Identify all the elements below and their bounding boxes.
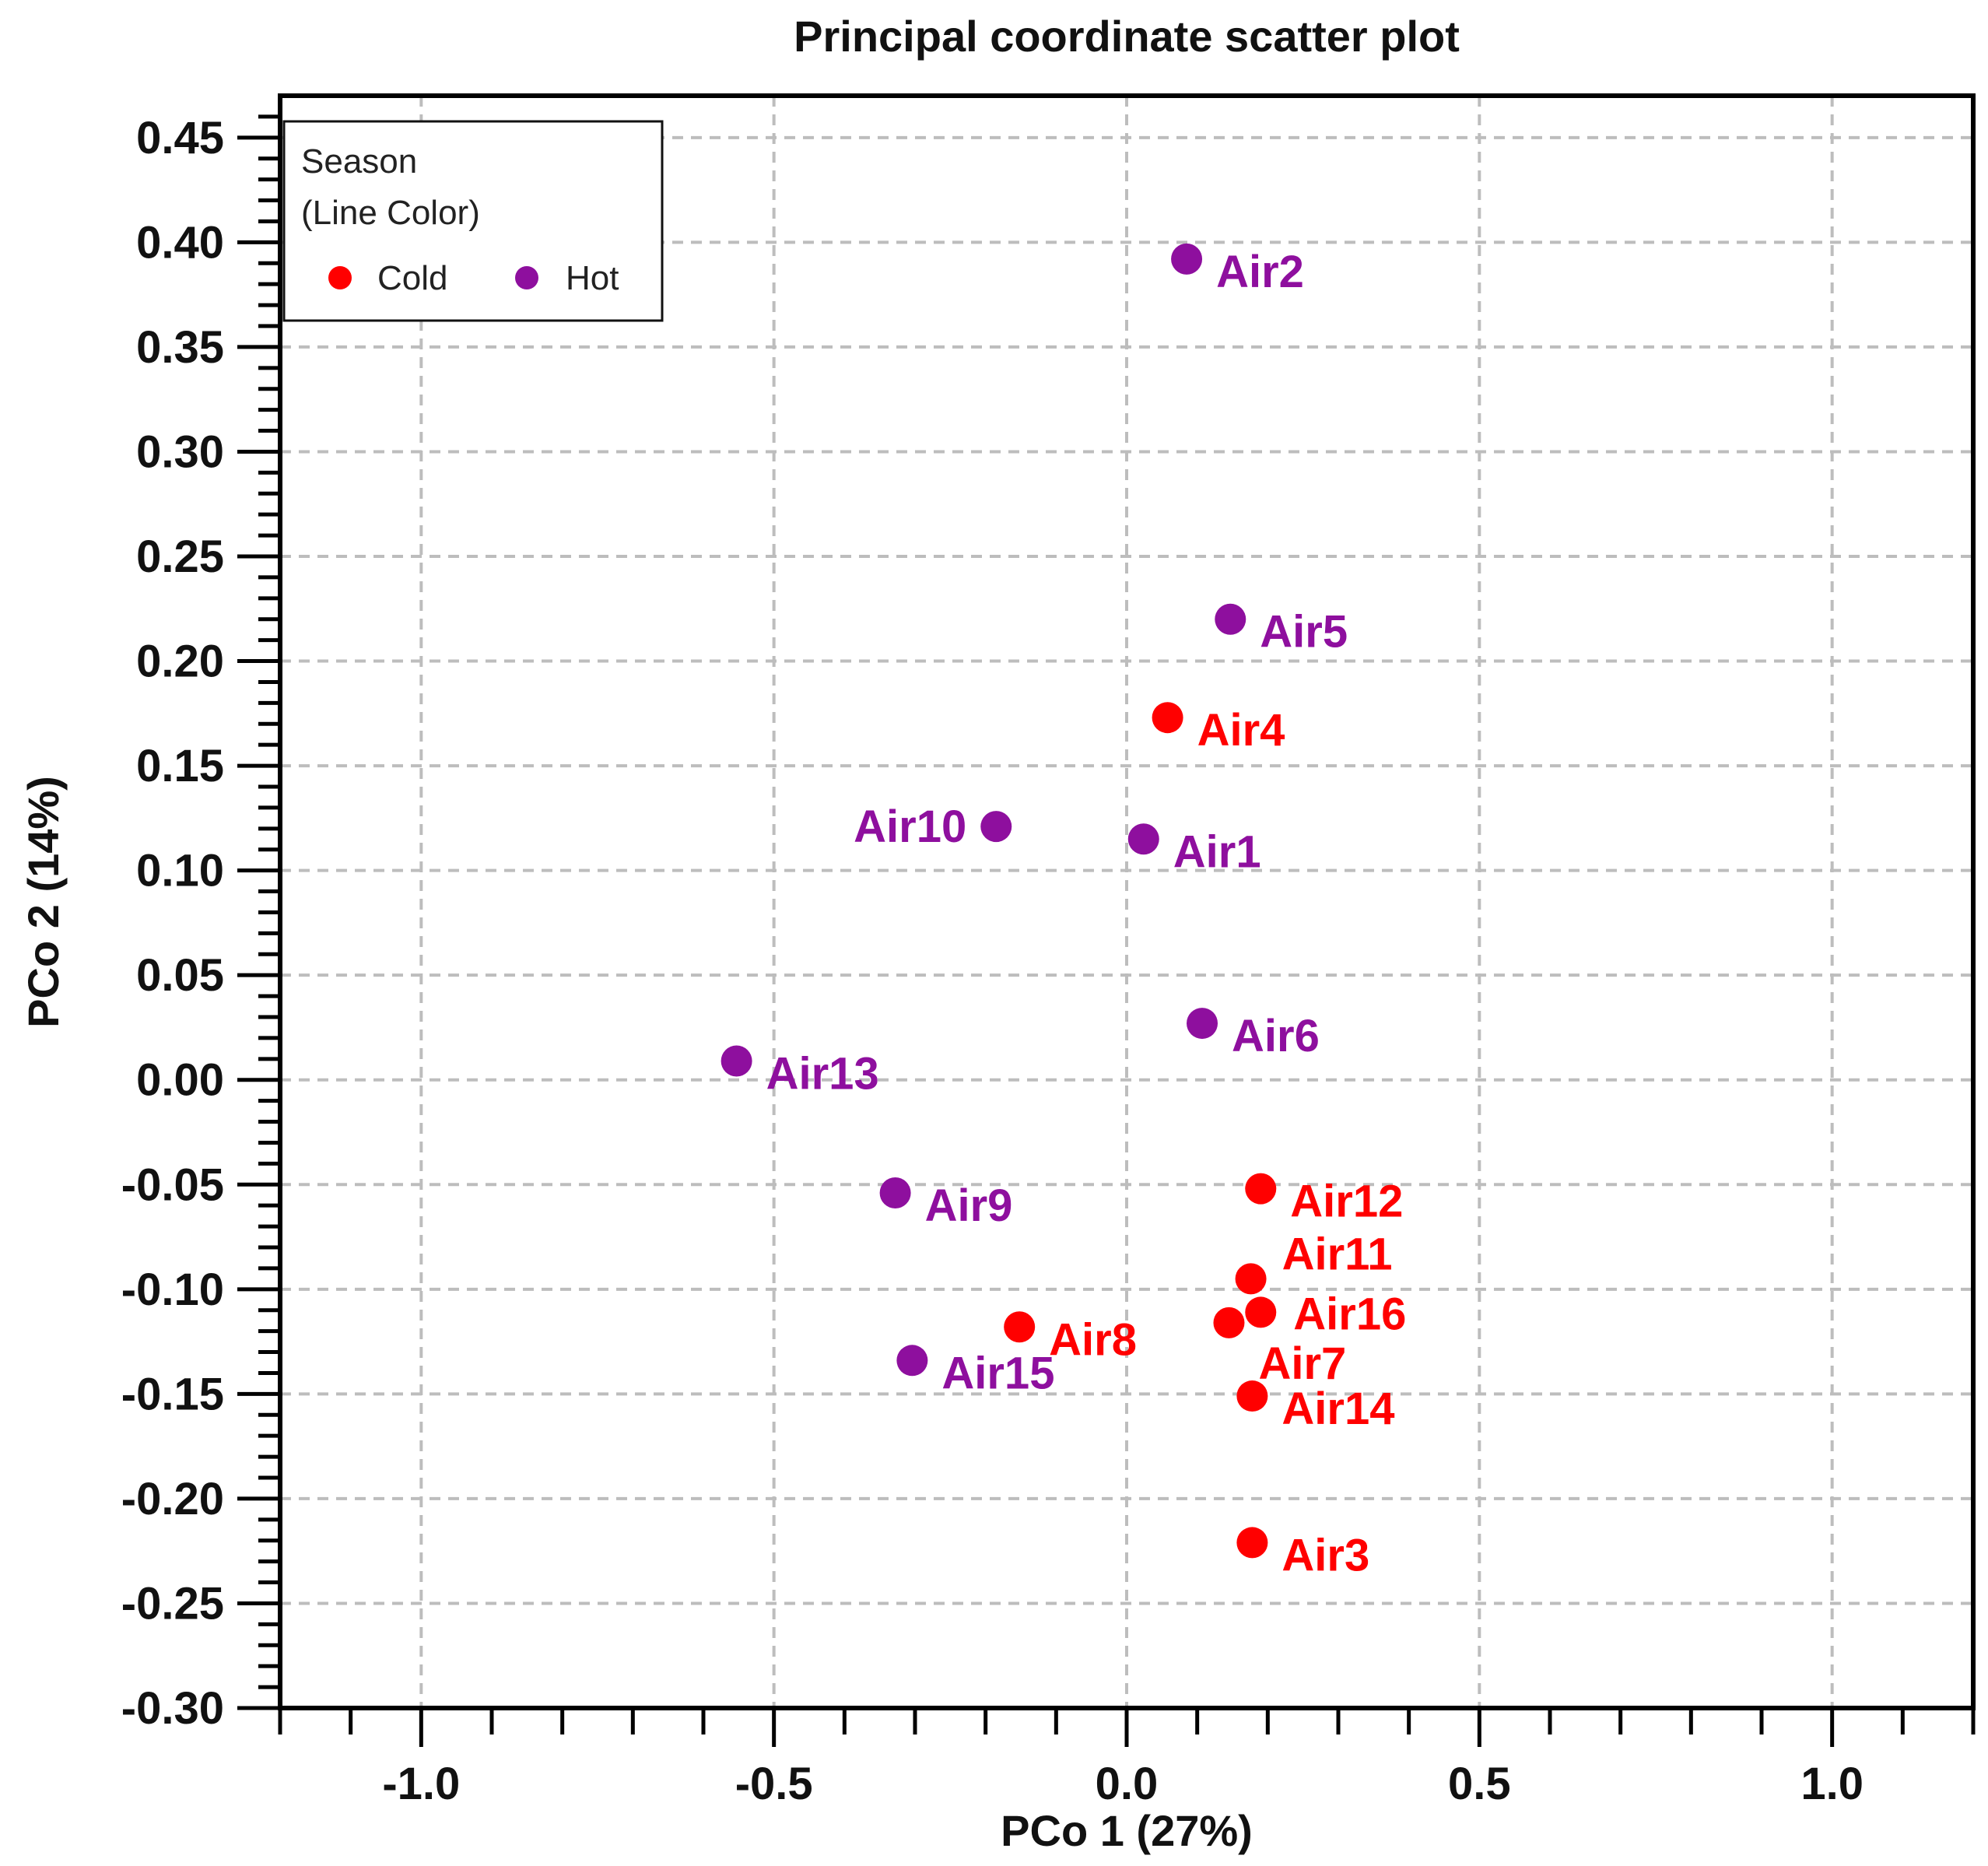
data-point-air3 — [1236, 1527, 1268, 1559]
data-point-air11 — [1235, 1263, 1267, 1295]
y-tick-label: 0.15 — [136, 741, 224, 791]
chart-title: Principal coordinate scatter plot — [794, 12, 1460, 61]
x-tick-label: 1.0 — [1800, 1759, 1864, 1809]
legend-title: Season — [301, 142, 417, 181]
point-label-air11: Air11 — [1282, 1229, 1393, 1279]
data-point-air13 — [721, 1045, 752, 1077]
x-tick-label: -1.0 — [382, 1759, 460, 1809]
point-label-air1: Air1 — [1173, 826, 1261, 877]
y-tick-label: -0.10 — [121, 1264, 224, 1315]
legend-label-cold: Cold — [377, 259, 448, 297]
point-label-air2: Air2 — [1216, 247, 1304, 297]
y-tick-label: 0.35 — [136, 322, 224, 373]
data-point-air12 — [1245, 1173, 1277, 1205]
axis-ticks: -1.0 -0.5 0.0 0.5 1.0 0.45 0.40 0.35 0.30 0.25 0.2… — [121, 113, 1976, 1809]
legend-box — [282, 120, 664, 322]
data-point-air6 — [1187, 1008, 1218, 1040]
x-tick-label: -0.5 — [735, 1759, 813, 1809]
plot-frame — [278, 93, 1976, 1710]
data-point-air1 — [1127, 823, 1159, 855]
y-tick-label: -0.25 — [121, 1578, 224, 1629]
point-label-air3: Air3 — [1282, 1530, 1369, 1580]
data-point-air8 — [1004, 1311, 1036, 1343]
legend-label-hot: Hot — [566, 259, 619, 297]
y-tick-label: 0.05 — [136, 950, 224, 1001]
y-tick-label: -0.15 — [121, 1369, 224, 1419]
point-label-air6: Air6 — [1232, 1011, 1320, 1061]
y-tick-label: 0.10 — [136, 846, 224, 896]
legend-subtitle: (Line Color) — [301, 194, 480, 232]
data-point-air5 — [1215, 603, 1246, 635]
y-tick-label: -0.05 — [121, 1159, 224, 1210]
point-label-air16: Air16 — [1293, 1289, 1406, 1339]
point-label-air8: Air8 — [1049, 1314, 1137, 1365]
y-tick-label: -0.20 — [121, 1474, 224, 1524]
point-label-air9: Air9 — [925, 1180, 1013, 1231]
legend-marker-cold — [328, 266, 352, 289]
y-tick-label: 0.40 — [136, 217, 224, 268]
data-point-air16 — [1245, 1296, 1277, 1328]
data-point-air2 — [1171, 243, 1203, 275]
data-point-air7 — [1213, 1307, 1245, 1338]
point-label-air10: Air10 — [854, 801, 966, 852]
x-tick-label: 0.5 — [1448, 1759, 1511, 1809]
y-tick-label: 0.00 — [136, 1055, 224, 1106]
legend: Season (Line Color) Cold Hot — [282, 120, 664, 322]
point-label-air7: Air7 — [1258, 1338, 1346, 1389]
point-label-air12: Air12 — [1290, 1177, 1403, 1227]
y-tick-label: 0.25 — [136, 531, 224, 582]
data-point-air15 — [896, 1345, 928, 1377]
point-label-air14: Air14 — [1282, 1384, 1394, 1434]
x-tick-label: 0.0 — [1096, 1759, 1159, 1809]
data-point-air10 — [980, 811, 1012, 843]
y-tick-label: -0.30 — [121, 1683, 224, 1734]
y-tick-label: 0.20 — [136, 637, 224, 687]
point-label-air15: Air15 — [941, 1348, 1054, 1398]
data-point-air14 — [1236, 1380, 1268, 1412]
legend-marker-hot — [515, 266, 538, 289]
point-label-air13: Air13 — [766, 1049, 879, 1100]
x-axis-label: PCo 1 (27%) — [1001, 1806, 1253, 1855]
grid — [280, 96, 1973, 1708]
data-point-air4 — [1152, 702, 1183, 734]
point-label-air5: Air5 — [1260, 607, 1348, 658]
point-label-air4: Air4 — [1197, 705, 1285, 756]
y-axis-label: PCo 2 (14%) — [19, 776, 68, 1028]
data-point-air9 — [879, 1177, 911, 1209]
y-tick-label: 0.30 — [136, 426, 224, 477]
y-tick-label: 0.45 — [136, 113, 224, 163]
